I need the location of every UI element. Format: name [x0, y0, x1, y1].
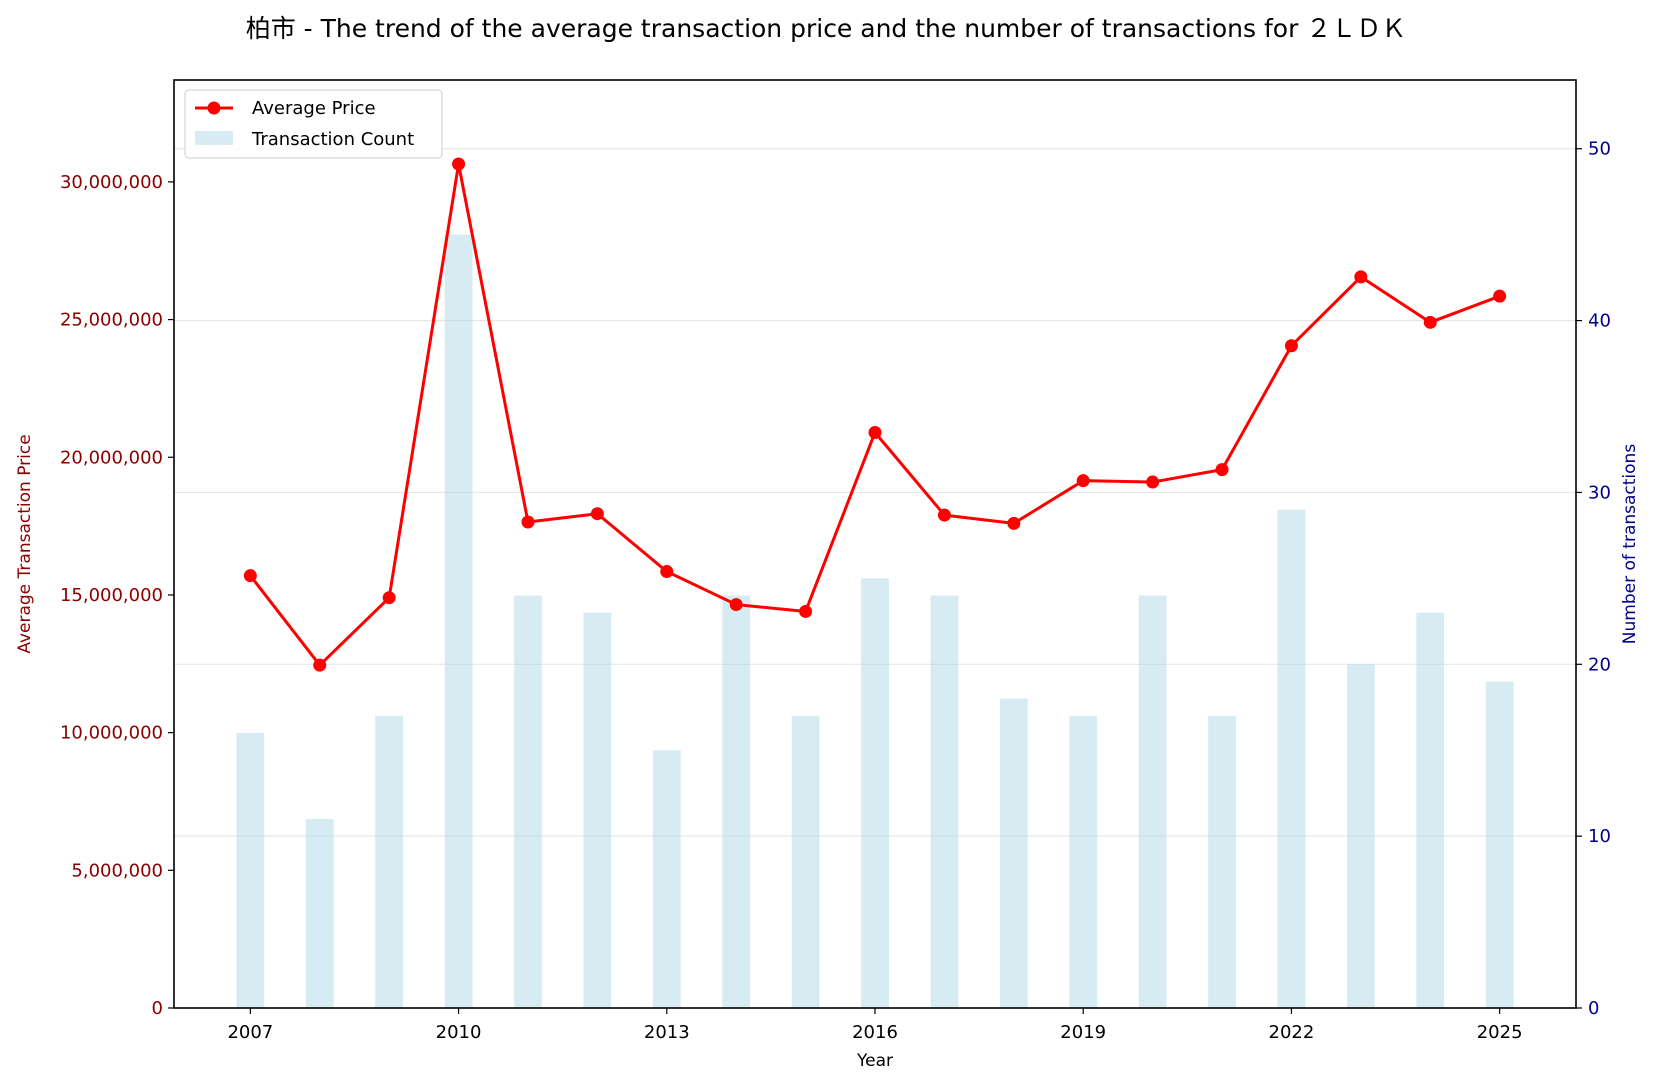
right-tick-label: 30: [1588, 482, 1611, 503]
right-tick-label: 0: [1588, 998, 1599, 1019]
x-tick-label: 2010: [436, 1022, 482, 1043]
data-point: [1076, 474, 1090, 488]
left-tick-label: 0: [152, 998, 163, 1019]
x-tick-label: 2016: [852, 1022, 898, 1043]
bar: [514, 595, 542, 1008]
line-series-average-price: [243, 157, 1507, 672]
data-point: [868, 425, 882, 439]
data-point: [521, 515, 535, 529]
bar: [444, 234, 473, 1008]
bar: [236, 733, 265, 1008]
bar: [1485, 681, 1514, 1008]
bar: [652, 750, 681, 1008]
right-axis-label: Number of transactions: [1620, 444, 1640, 645]
right-tick-label: 10: [1588, 826, 1611, 847]
x-tick-label: 2007: [227, 1022, 273, 1043]
bar-series-transaction-count: [236, 234, 1514, 1008]
bar: [583, 612, 612, 1008]
bar: [1069, 715, 1098, 1008]
right-tick-label: 50: [1588, 139, 1611, 160]
left-tick-label: 10,000,000: [60, 723, 163, 744]
bar: [999, 698, 1028, 1008]
left-tick-label: 15,000,000: [60, 585, 163, 606]
legend-bar-swatch: [195, 131, 233, 145]
left-tick-label: 25,000,000: [60, 310, 163, 331]
left-tick-label: 20,000,000: [60, 447, 163, 468]
legend-frame: [184, 89, 443, 159]
x-tick-label: 2013: [644, 1022, 690, 1043]
data-point: [1007, 516, 1021, 530]
right-tick-label: 20: [1588, 654, 1611, 675]
data-point: [1215, 463, 1229, 477]
data-point: [243, 569, 257, 583]
data-point: [313, 658, 327, 672]
right-tick-label: 40: [1588, 311, 1611, 332]
data-point: [382, 591, 396, 605]
bar: [1416, 612, 1445, 1008]
bar: [305, 818, 334, 1008]
bar: [375, 715, 404, 1008]
bar: [722, 595, 751, 1008]
x-tick-label: 2025: [1477, 1022, 1523, 1043]
data-point: [799, 604, 813, 618]
legend-label-average-price: Average Price: [252, 98, 376, 119]
left-axis: 0 5,000,000 10,000,000 15,000,000 20,000,000…: [60, 172, 174, 1019]
x-tick-label: 2022: [1269, 1022, 1315, 1043]
right-axis: 0 10 20 30 40 50: [1576, 139, 1611, 1019]
data-point: [1493, 289, 1507, 303]
left-tick-label: 30,000,000: [60, 172, 163, 193]
bar: [1208, 715, 1236, 1008]
legend-marker-swatch: [207, 101, 221, 115]
bar: [930, 595, 959, 1008]
bar: [791, 715, 820, 1008]
x-axis-label: Year: [856, 1051, 893, 1071]
data-point: [1284, 339, 1298, 353]
data-point: [1354, 270, 1368, 284]
x-tick-label: 2019: [1060, 1022, 1106, 1043]
legend: Average Price Transaction Count: [184, 89, 443, 159]
data-point: [452, 157, 466, 171]
left-tick-label: 5,000,000: [71, 860, 163, 881]
bar: [1138, 595, 1167, 1008]
bar: [1277, 509, 1306, 1008]
data-point: [937, 508, 951, 522]
bar: [861, 578, 889, 1008]
data-point: [590, 507, 604, 521]
data-point: [729, 598, 743, 612]
data-point: [1423, 315, 1437, 329]
data-point: [1146, 475, 1160, 489]
bar: [1346, 664, 1375, 1008]
data-point: [660, 565, 674, 579]
chart-title: 柏市 - The trend of the average transactio…: [246, 14, 1407, 43]
left-axis-label: Average Transaction Price: [15, 434, 35, 653]
x-axis: 2007 2010 2013 2016 2019 2022 2025: [227, 1008, 1523, 1043]
legend-label-transaction-count: Transaction Count: [251, 129, 414, 150]
